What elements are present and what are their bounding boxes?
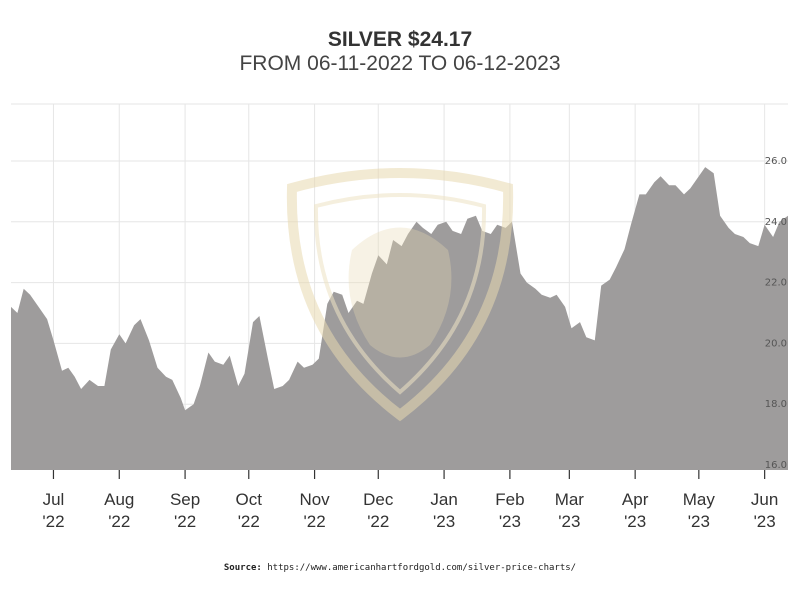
x-tick-label-month: Jan — [430, 490, 457, 509]
x-tick-label-month: Jun — [751, 490, 778, 509]
x-tick-label-year: '22 — [304, 512, 326, 531]
x-tick-label-month: Oct — [236, 490, 263, 509]
x-tick-label-year: '23 — [558, 512, 580, 531]
source-label: Source: — [223, 563, 262, 573]
x-tick-label-year: '22 — [238, 512, 260, 531]
x-tick-label-month: Mar — [555, 490, 585, 509]
source-url[interactable]: https://www.americanhartfordgold.com/sil… — [267, 563, 577, 573]
y-tick-label: 18.0 — [765, 399, 787, 410]
y-axis: 16.0 18.0 20.0 22.0 24.0 26.0 — [765, 156, 787, 471]
y-tick-label: 16.0 — [765, 460, 787, 471]
y-tick-label: 26.0 — [765, 156, 787, 167]
chart-subtitle: FROM 06-11-2022 TO 06-12-2023 — [239, 52, 561, 75]
x-tick-label-month: Feb — [495, 490, 524, 509]
x-tick-label-month: Apr — [622, 490, 649, 509]
x-tick-label-year: '23 — [499, 512, 521, 531]
price-area — [11, 167, 788, 470]
x-tick-label-month: Aug — [104, 490, 134, 509]
chart-title: SILVER $24.17 — [327, 28, 473, 51]
price-area-path — [11, 167, 788, 470]
x-tick-label-year: '23 — [433, 512, 455, 531]
y-tick-label: 22.0 — [765, 278, 787, 289]
x-tick-label-year: '22 — [108, 512, 130, 531]
x-tick-label-month: May — [683, 490, 716, 509]
x-axis: Jul '22 Aug '22 Sep '22 Oct '22 Nov '22 Dec '22 Jan '… — [42, 470, 778, 531]
x-tick-label-month: Nov — [299, 490, 330, 509]
x-tick-label-year: '22 — [174, 512, 196, 531]
x-tick-label-year: '23 — [688, 512, 710, 531]
x-tick-label-year: '23 — [624, 512, 646, 531]
x-tick-label-month: Dec — [363, 490, 394, 509]
y-tick-label: 24.0 — [765, 217, 787, 228]
x-tick-label-year: '22 — [42, 512, 64, 531]
x-tick-label-month: Sep — [170, 490, 200, 509]
lion-shield-watermark-icon — [286, 168, 514, 422]
y-tick-label: 20.0 — [765, 338, 787, 349]
x-tick-label-month: Jul — [43, 490, 65, 509]
x-tick-label-year: '23 — [754, 512, 776, 531]
x-tick-label-year: '22 — [367, 512, 389, 531]
source-note: Source: https://www.americanhartfordgold… — [0, 563, 800, 573]
